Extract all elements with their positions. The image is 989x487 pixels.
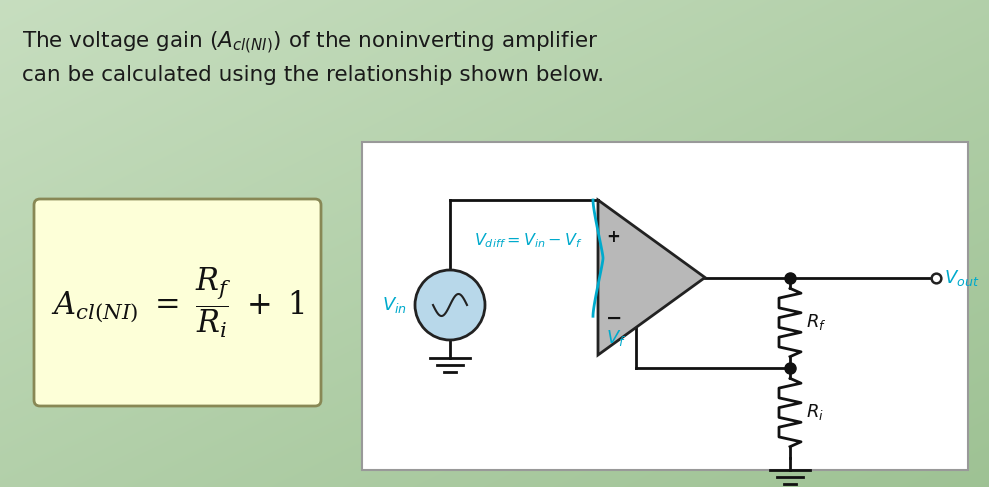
- Text: $V_f$: $V_f$: [605, 327, 626, 348]
- Circle shape: [415, 270, 485, 340]
- Text: −: −: [606, 309, 622, 328]
- Text: $V_{out}$: $V_{out}$: [944, 267, 979, 287]
- Text: $A_{cl(NI)}\ =\ \dfrac{R_f}{R_i}\ +\ 1$: $A_{cl(NI)}\ =\ \dfrac{R_f}{R_i}\ +\ 1$: [50, 265, 304, 340]
- FancyBboxPatch shape: [34, 199, 321, 406]
- FancyBboxPatch shape: [362, 142, 968, 470]
- Text: $V_{in}$: $V_{in}$: [382, 295, 407, 315]
- Text: $R_i$: $R_i$: [806, 402, 824, 423]
- Text: $R_f$: $R_f$: [806, 313, 827, 333]
- Text: +: +: [606, 228, 620, 246]
- Text: The voltage gain ($A_{cl(NI)}$) of the noninverting amplifier: The voltage gain ($A_{cl(NI)}$) of the n…: [22, 30, 598, 56]
- Polygon shape: [598, 200, 705, 355]
- Text: $V_{diff} = V_{in} - V_f$: $V_{diff} = V_{in} - V_f$: [475, 231, 583, 250]
- Text: can be calculated using the relationship shown below.: can be calculated using the relationship…: [22, 65, 604, 85]
